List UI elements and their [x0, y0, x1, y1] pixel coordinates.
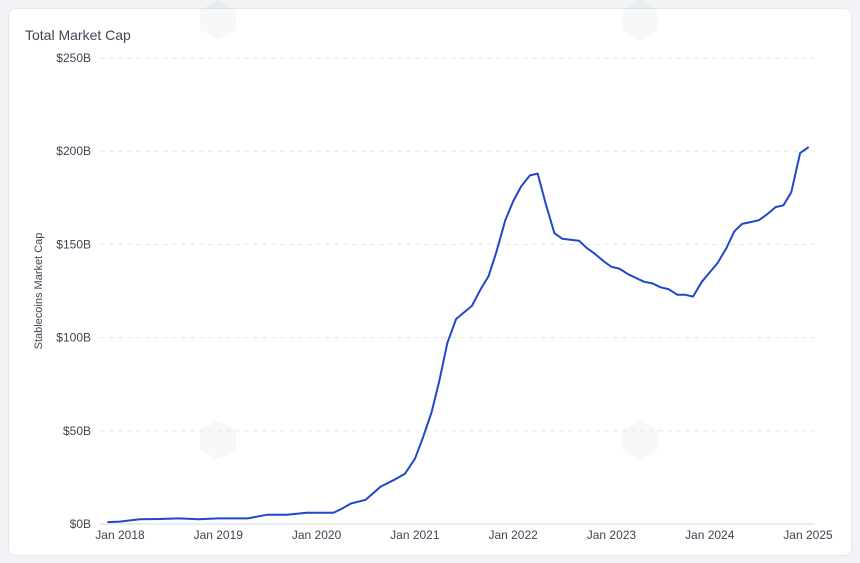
y-tick-label-3: $150B	[56, 237, 91, 251]
x-tick-label-1: Jan 2019	[194, 528, 244, 542]
x-tick-label-5: Jan 2023	[587, 528, 637, 542]
x-tick-label-4: Jan 2022	[488, 528, 538, 542]
x-tick-label-6: Jan 2024	[685, 528, 735, 542]
y-tick-label-0: $0B	[70, 517, 91, 531]
x-tick-label-7: Jan 2025	[783, 528, 833, 542]
y-axis-title: Stablecoins Market Cap	[33, 233, 45, 350]
chart-card: Total Market Cap	[8, 8, 852, 556]
y-tick-label-2: $100B	[56, 331, 91, 345]
y-tick-label-1: $50B	[63, 424, 91, 438]
series-line-0	[107, 146, 809, 524]
x-tick-label-2: Jan 2020	[292, 528, 342, 542]
y-tick-label-5: $250B	[56, 51, 91, 65]
chart-title: Total Market Cap	[25, 27, 131, 43]
x-tick-label-0: Jan 2018	[95, 528, 145, 542]
x-tick-label-3: Jan 2021	[390, 528, 440, 542]
y-tick-label-4: $200B	[56, 144, 91, 158]
